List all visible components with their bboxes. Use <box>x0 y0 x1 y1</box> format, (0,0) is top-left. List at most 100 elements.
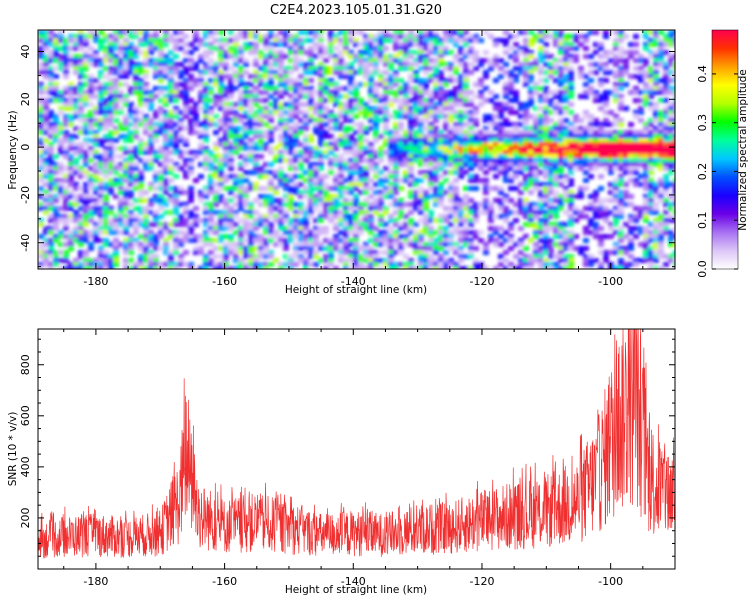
heatmap-cell <box>228 134 234 139</box>
heatmap-cell <box>218 58 224 63</box>
heatmap-cell <box>638 174 644 179</box>
heatmap-cell <box>428 246 434 251</box>
heatmap-cell <box>278 218 284 223</box>
heatmap-cell <box>603 198 609 203</box>
heatmap-cell <box>643 142 649 147</box>
heatmap-cell <box>438 218 444 223</box>
heatmap-cell <box>448 50 454 55</box>
heatmap-cell <box>433 66 439 71</box>
heatmap-cell <box>103 114 109 119</box>
heatmap-cell <box>253 234 259 239</box>
heatmap-cell <box>108 130 114 135</box>
heatmap-cell <box>273 186 279 191</box>
heatmap-cell <box>208 122 214 127</box>
heatmap-cell <box>393 70 399 75</box>
heatmap-cell <box>373 130 379 135</box>
heatmap-cell <box>513 122 519 127</box>
heatmap-cell <box>418 38 424 43</box>
heatmap-cell <box>343 118 349 123</box>
heatmap-cell <box>103 226 109 231</box>
heatmap-cell <box>533 150 539 155</box>
heatmap-cell <box>518 130 524 135</box>
heatmap-cell <box>208 42 214 47</box>
heatmap-cell <box>523 266 529 269</box>
heatmap-cell <box>353 30 359 35</box>
heatmap-cell <box>303 222 309 227</box>
heatmap-cell <box>128 214 134 219</box>
heatmap-cell <box>203 30 209 35</box>
heatmap-cell <box>563 130 569 135</box>
heatmap-cell <box>168 158 174 163</box>
heatmap-cell <box>213 122 219 127</box>
heatmap-cell <box>408 162 414 167</box>
heatmap-cell <box>48 186 54 191</box>
heatmap-cell <box>178 258 184 263</box>
heatmap-cell <box>73 166 79 171</box>
heatmap-cell <box>533 214 539 219</box>
heatmap-cell <box>448 146 454 151</box>
heatmap-cell <box>188 230 194 235</box>
heatmap-cell <box>123 54 129 59</box>
heatmap-cell <box>268 130 274 135</box>
heatmap-cell <box>148 162 154 167</box>
heatmap-cell <box>198 134 204 139</box>
heatmap-cell <box>553 154 559 159</box>
heatmap-cell <box>283 110 289 115</box>
heatmap-cell <box>333 182 339 187</box>
heatmap-cell <box>593 122 599 127</box>
heatmap-cell <box>83 90 89 95</box>
heatmap-cell <box>143 210 149 215</box>
heatmap-cell <box>268 78 274 83</box>
heatmap-cell <box>528 98 534 103</box>
heatmap-cell <box>318 90 324 95</box>
heatmap-cell <box>158 198 164 203</box>
heatmap-cell <box>438 174 444 179</box>
heatmap-cell <box>48 242 54 247</box>
heatmap-cell <box>203 82 209 87</box>
heatmap-cell <box>43 114 49 119</box>
heatmap-cell <box>178 190 184 195</box>
heatmap-cell <box>153 58 159 63</box>
heatmap-cell <box>288 110 294 115</box>
heatmap-cell <box>563 146 569 151</box>
heatmap-cell <box>228 38 234 43</box>
heatmap-cell <box>168 34 174 39</box>
heatmap-cell <box>618 138 624 143</box>
heatmap-cell <box>108 122 114 127</box>
heatmap-cell <box>453 158 459 163</box>
heatmap-cell <box>353 198 359 203</box>
heatmap-cell <box>503 206 509 211</box>
heatmap-cell <box>148 122 154 127</box>
heatmap-cell <box>408 258 414 263</box>
heatmap-cell <box>208 110 214 115</box>
heatmap-cell <box>428 126 434 131</box>
heatmap-cell <box>363 38 369 43</box>
heatmap-cell <box>633 178 639 183</box>
heatmap-cell <box>438 142 444 147</box>
heatmap-cell <box>558 58 564 63</box>
heatmap-cell <box>318 102 324 107</box>
heatmap-cell <box>288 86 294 91</box>
heatmap-cell <box>318 226 324 231</box>
heatmap-cell <box>423 58 429 63</box>
heatmap-cell <box>293 242 299 247</box>
heatmap-cell <box>173 138 179 143</box>
heatmap-cell <box>608 150 614 155</box>
heatmap-cell <box>453 214 459 219</box>
heatmap-cell <box>38 86 44 91</box>
heatmap-cell <box>218 266 224 269</box>
heatmap-cell <box>598 138 604 143</box>
heatmap-cell <box>608 142 614 147</box>
heatmap-cell <box>148 142 154 147</box>
heatmap-cell <box>568 246 574 251</box>
heatmap-cell <box>398 122 404 127</box>
heatmap-cell <box>98 70 104 75</box>
heatmap-cell <box>388 98 394 103</box>
heatmap-cell <box>243 262 249 267</box>
heatmap-cell <box>453 250 459 255</box>
heatmap-cell <box>398 178 404 183</box>
heatmap-cell <box>113 66 119 71</box>
heatmap-cell <box>208 66 214 71</box>
heatmap-cell <box>228 86 234 91</box>
heatmap-cell <box>448 74 454 79</box>
